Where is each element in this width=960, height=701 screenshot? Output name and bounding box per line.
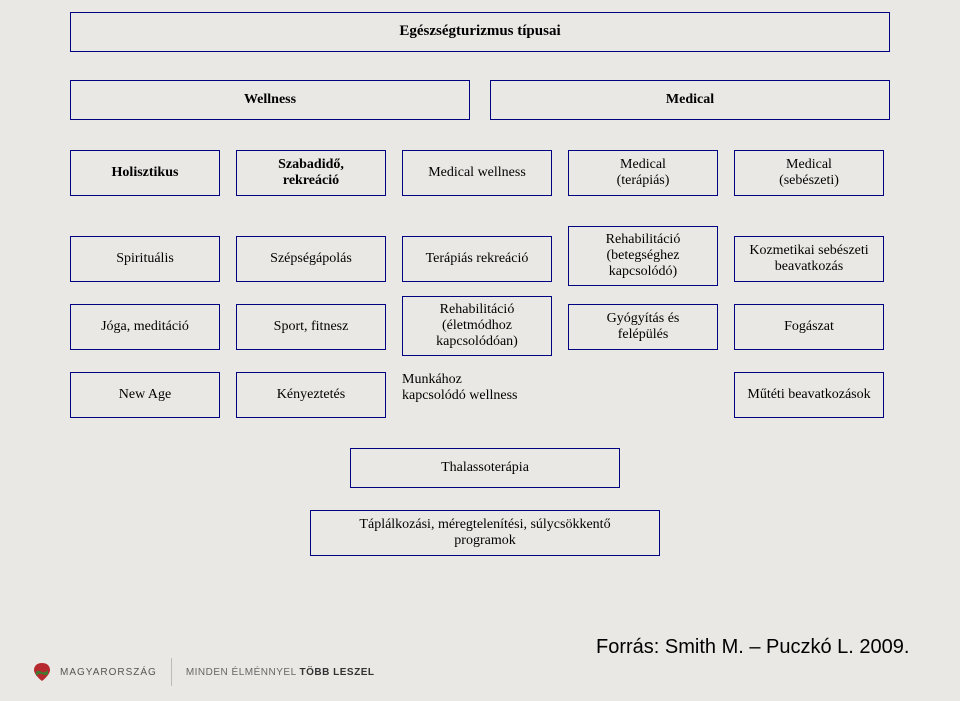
level4-box-rehab-eletmod: Rehabilitáció (életmódhoz kapcsolódóan) [402, 296, 552, 356]
level3-box-medical-terapias: Medical (terápiás) [568, 150, 718, 196]
level3-box-holisztikus: Holisztikus [70, 150, 220, 196]
level4-label-newage: New Age [119, 387, 172, 403]
level4-box-gyogyitas: Gyógyítás és felépülés [568, 304, 718, 350]
level2-box-medical: Medical [490, 80, 890, 120]
level3-label-szabadido: Szabadidő, rekreáció [278, 157, 344, 189]
level4-label-szepsegapolas: Szépségápolás [270, 251, 352, 267]
bottom-label-taplalkozas: Táplálkozási, méregtelenítési, súlycsökk… [359, 517, 610, 549]
bottom-label-thalasso: Thalassoterápia [441, 460, 529, 476]
level4-box-kozmetikai: Kozmetikai sebészeti beavatkozás [734, 236, 884, 282]
level3-box-szabadido: Szabadidő, rekreáció [236, 150, 386, 196]
bottom-box-thalasso: Thalassoterápia [350, 448, 620, 488]
level3-box-medical-wellness: Medical wellness [402, 150, 552, 196]
level4-label-terapias-rekreacio: Terápiás rekreáció [426, 251, 529, 267]
bottom-box-taplalkozas: Táplálkozási, méregtelenítési, súlycsökk… [310, 510, 660, 556]
level3-label-medical-terapias: Medical (terápiás) [617, 157, 670, 189]
munkahoz-label: Munkához kapcsolódó wellness [402, 372, 517, 404]
root-title-box: Egészségturizmus típusai [70, 12, 890, 52]
level2-label-medical: Medical [666, 92, 714, 108]
source-citation: Forrás: Smith M. – Puczkó L. 2009. [596, 636, 909, 659]
level3-label-medical-wellness: Medical wellness [428, 165, 526, 181]
level4-box-muteti: Műtéti beavatkozások [734, 372, 884, 418]
hungary-logo-icon [30, 660, 54, 684]
hungary-logo-text: MAGYARORSZÁG [60, 667, 157, 678]
level4-label-gyogyitas: Gyógyítás és felépülés [607, 311, 680, 343]
level2-box-wellness: Wellness [70, 80, 470, 120]
level4-box-joga: Jóga, meditáció [70, 304, 220, 350]
level4-label-spiritualis: Spirituális [116, 251, 174, 267]
slogan-text: MINDEN ÉLMÉNNYEL TÖBB LESZEL [186, 667, 375, 678]
level4-box-fogaszat: Fogászat [734, 304, 884, 350]
logo-separator [171, 658, 172, 686]
root-title-label: Egészségturizmus típusai [399, 23, 560, 40]
level4-label-kozmetikai: Kozmetikai sebészeti beavatkozás [749, 243, 868, 275]
slogan-bold: TÖBB LESZEL [300, 667, 375, 678]
level3-box-medical-sebeszeti: Medical (sebészeti) [734, 150, 884, 196]
level4-label-fogaszat: Fogászat [784, 319, 834, 335]
level4-box-spiritualis: Spirituális [70, 236, 220, 282]
level4-box-sport: Sport, fitnesz [236, 304, 386, 350]
level4-box-newage: New Age [70, 372, 220, 418]
level3-label-medical-sebeszeti: Medical (sebészeti) [779, 157, 839, 189]
level4-box-szepsegapolas: Szépségápolás [236, 236, 386, 282]
level4-label-rehab-beteg: Rehabilitáció (betegséghez kapcsolódó) [606, 232, 681, 280]
level2-label-wellness: Wellness [244, 92, 296, 108]
footer-logo-group: MAGYARORSZÁG MINDEN ÉLMÉNNYEL TÖBB LESZEL [30, 658, 375, 686]
level4-label-muteti: Műtéti beavatkozások [747, 387, 870, 403]
level3-label-holisztikus: Holisztikus [112, 165, 179, 181]
level4-label-joga: Jóga, meditáció [101, 319, 189, 335]
level4-label-kenyeztetes: Kényeztetés [277, 387, 345, 403]
slogan-pre: MINDEN ÉLMÉNNYEL [186, 667, 300, 678]
level4-label-rehab-eletmod: Rehabilitáció (életmódhoz kapcsolódóan) [436, 302, 518, 350]
level4-box-rehab-beteg: Rehabilitáció (betegséghez kapcsolódó) [568, 226, 718, 286]
level4-label-sport: Sport, fitnesz [274, 319, 349, 335]
level4-box-kenyeztetes: Kényeztetés [236, 372, 386, 418]
level4-box-terapias-rekreacio: Terápiás rekreáció [402, 236, 552, 282]
hungary-logo: MAGYARORSZÁG [30, 660, 157, 684]
